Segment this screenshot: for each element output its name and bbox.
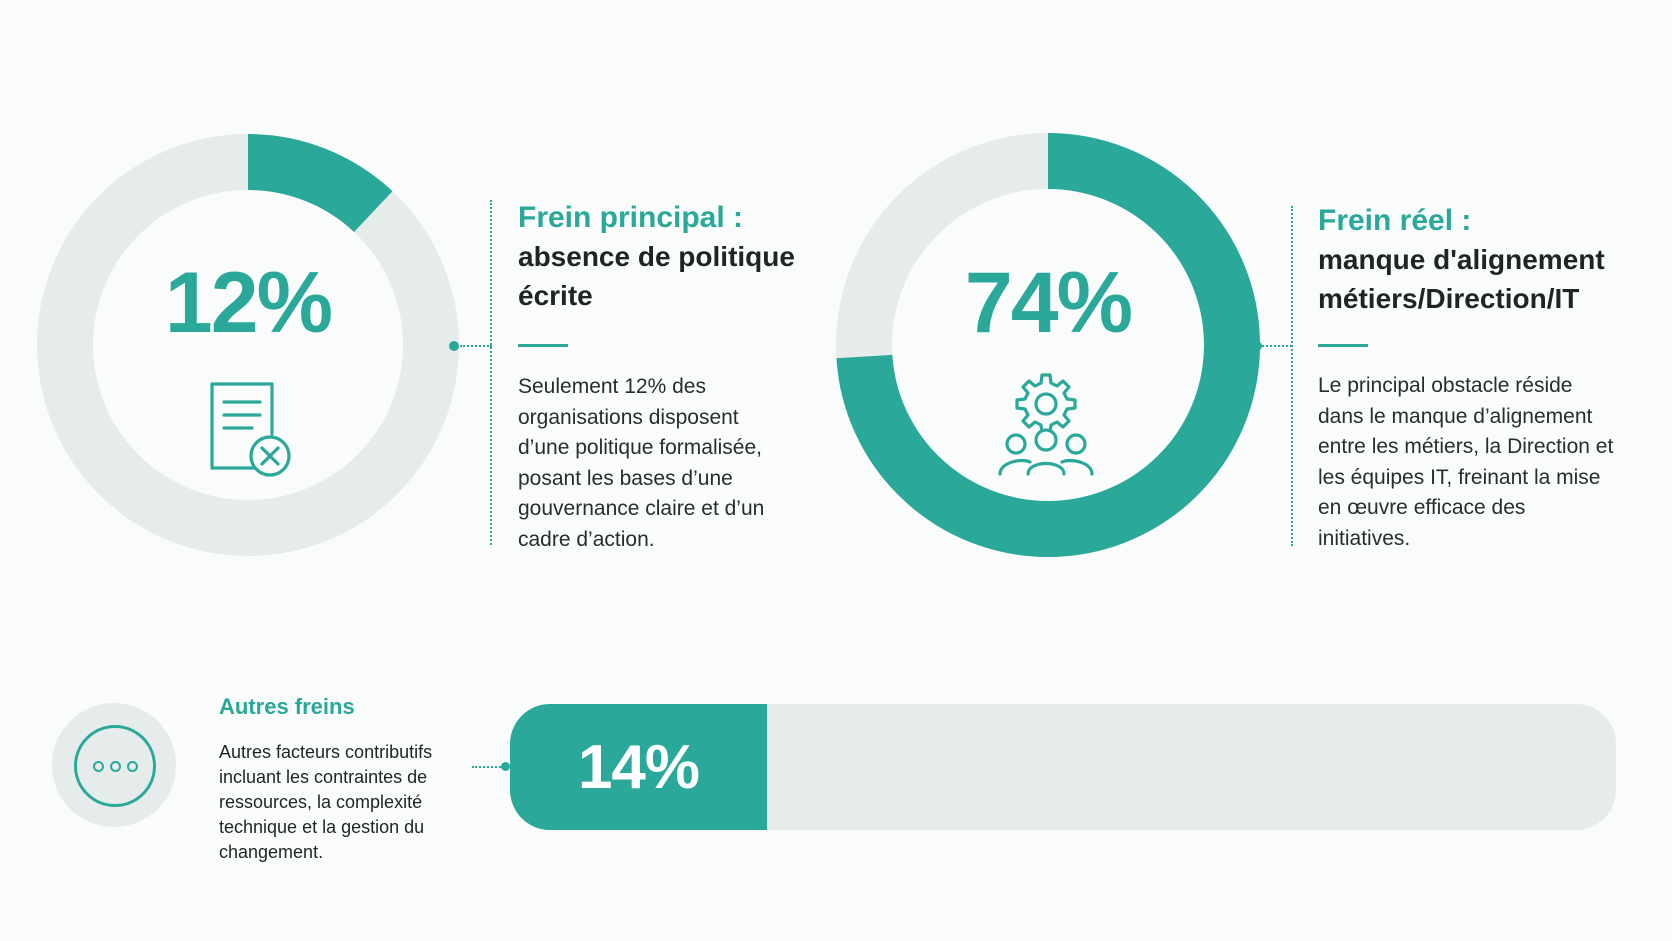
connector-line-3 [472, 766, 504, 768]
donut-chart-2 [836, 133, 1260, 557]
connector-dot-2 [1252, 341, 1262, 351]
accent-rule-2 [1318, 344, 1368, 347]
other-brakes-description: Autres facteurs contributifs incluant le… [219, 742, 433, 862]
connector-dot-3 [501, 762, 510, 771]
progress-bar-value: 14% [577, 732, 700, 802]
heading-accent-1: Frein principal : [518, 201, 744, 234]
donut-1-value-slice [247, 134, 393, 233]
description-2: Le principal obstacle réside dans le man… [1318, 374, 1614, 550]
donut-chart-1 [37, 134, 459, 556]
heading-accent-2: Frein réel : [1318, 204, 1472, 237]
heading-block-2: Frein réel : manque d'alignement métiers… [1318, 201, 1648, 318]
progress-bar-fill [510, 704, 767, 830]
donut-2-value-slice [836, 133, 1260, 557]
more-icon-badge [52, 703, 176, 827]
connector-line-2 [1262, 345, 1292, 347]
other-brakes-title: Autres freins [219, 694, 355, 719]
donut-2-svg [836, 133, 1260, 557]
donut-2-value: 74% [964, 255, 1133, 351]
more-dots-icon [74, 725, 156, 807]
heading-main-1: absence de politique écrite [518, 241, 795, 311]
progress-bar-track: 14% [510, 704, 1616, 830]
team-gear-icon [990, 372, 1102, 481]
heading-block-1: Frein principal : absence de politique é… [518, 198, 848, 315]
description-1: Seulement 12% des organisations disposen… [518, 375, 765, 551]
heading-main-2: manque d'alignement métiers/Direction/IT [1318, 244, 1605, 314]
divider-dotted-2 [1291, 206, 1293, 546]
connector-line-1 [460, 345, 492, 347]
connector-dot-1 [449, 341, 459, 351]
divider-dotted-1 [490, 200, 492, 545]
donut-1-svg [37, 134, 459, 556]
donut-1-value: 12% [164, 255, 333, 351]
accent-rule-1 [518, 344, 568, 347]
document-cross-icon [206, 380, 296, 485]
